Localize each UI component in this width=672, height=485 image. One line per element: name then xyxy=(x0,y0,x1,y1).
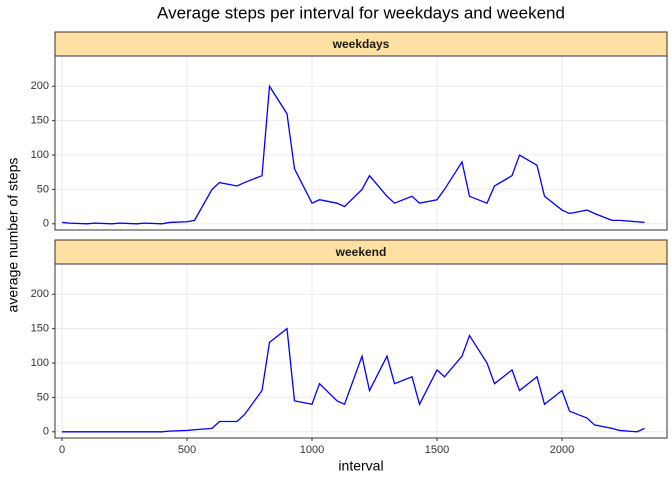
panel-border xyxy=(54,55,668,231)
y-tick-label: 0 xyxy=(43,218,49,230)
y-tick-label: 100 xyxy=(31,149,49,161)
strip-label: weekend xyxy=(335,245,387,259)
x-tick-label: 1000 xyxy=(300,444,324,456)
y-tick-label: 100 xyxy=(31,357,49,369)
data-line xyxy=(62,327,645,433)
y-tick-label: 0 xyxy=(43,426,49,438)
y-tick-label: 200 xyxy=(31,288,49,300)
x-tick-label: 500 xyxy=(178,444,196,456)
x-axis-label: interval xyxy=(338,458,383,474)
x-tick-label: 2000 xyxy=(550,444,574,456)
y-tick-label: 50 xyxy=(37,183,49,195)
chart-title: Average steps per interval for weekdays … xyxy=(157,3,565,22)
y-tick-label: 150 xyxy=(31,323,49,335)
y-tick-label: 150 xyxy=(31,115,49,127)
strip xyxy=(54,31,668,57)
data-line xyxy=(61,84,645,225)
panel-border xyxy=(54,263,668,439)
strip-label: weekdays xyxy=(332,37,390,51)
y-tick-label: 200 xyxy=(31,80,49,92)
x-tick-label: 1500 xyxy=(425,444,449,456)
x-tick-label: 0 xyxy=(59,444,65,456)
y-tick-label: 50 xyxy=(37,391,49,403)
y-axis-label: average number of steps xyxy=(5,158,21,313)
